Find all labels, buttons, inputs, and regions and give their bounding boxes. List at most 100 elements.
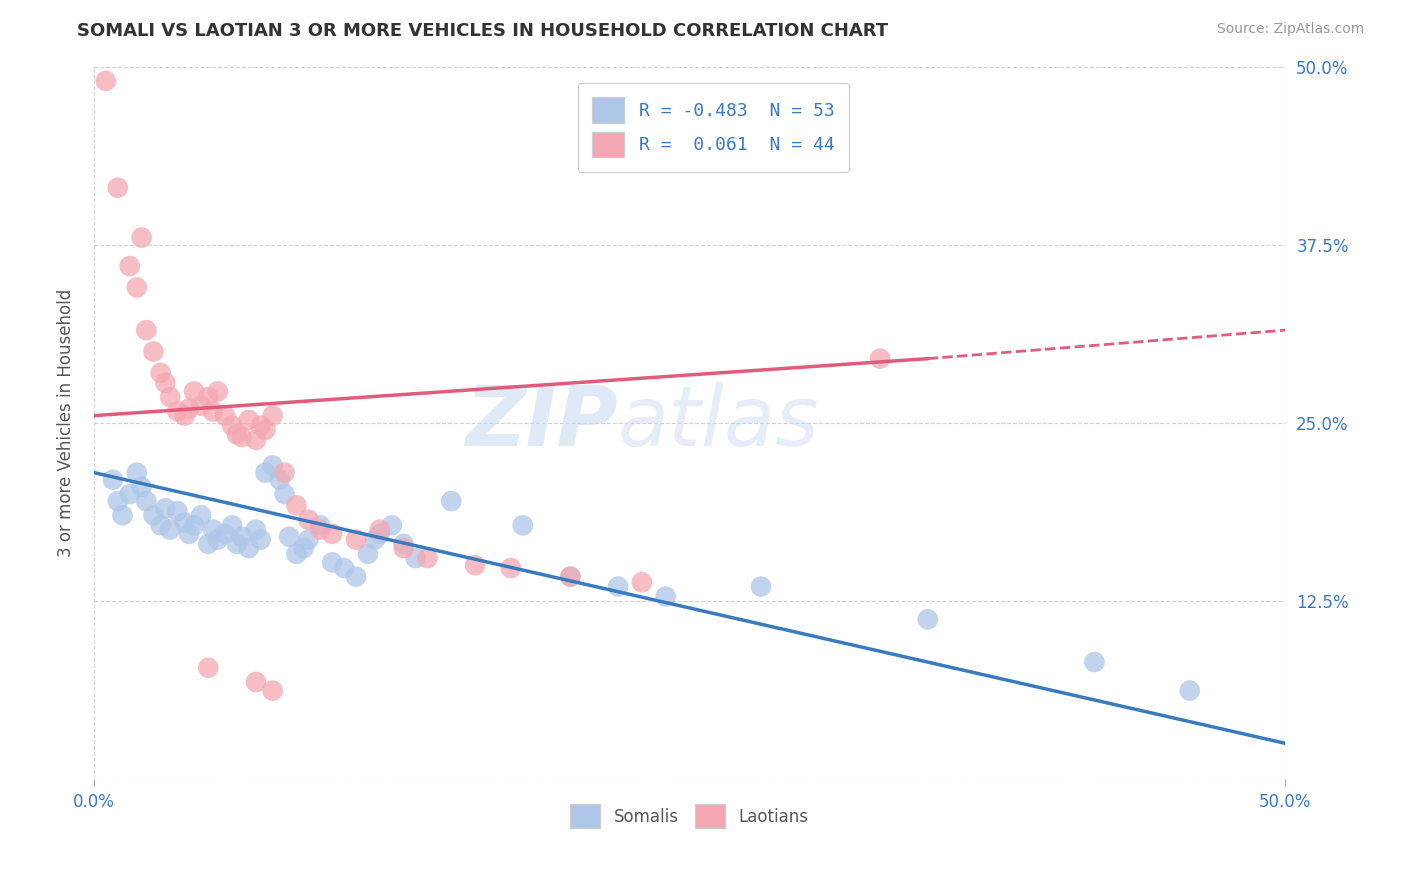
Point [654,590,676,604]
Point [245,433,267,447]
Point [135,323,157,337]
Point [249,418,271,433]
Point [173,516,195,530]
Point [607,580,630,594]
Point [869,351,891,366]
Point [269,473,291,487]
Point [262,409,284,423]
Point [464,558,486,573]
Point [190,399,212,413]
Point [107,494,129,508]
Point [149,366,172,380]
Point [238,541,260,555]
Point [297,533,319,547]
Point [512,518,534,533]
Point [254,466,277,480]
Point [135,494,157,508]
Point [190,508,212,523]
Point [173,409,195,423]
Text: Source: ZipAtlas.com: Source: ZipAtlas.com [1216,22,1364,37]
Point [392,537,415,551]
Point [225,427,247,442]
Point [368,523,391,537]
Point [245,675,267,690]
Point [333,561,356,575]
Point [297,513,319,527]
Point [131,480,153,494]
Point [321,527,343,541]
Point [344,569,367,583]
Point [202,404,225,418]
Point [231,430,253,444]
Point [262,683,284,698]
Point [631,575,654,590]
Point [368,527,391,541]
Point [183,384,205,399]
Point [245,523,267,537]
Point [159,523,181,537]
Point [142,344,165,359]
Point [309,523,332,537]
Point [207,533,229,547]
Point [344,533,367,547]
Point [214,527,236,541]
Legend: Somalis, Laotians: Somalis, Laotians [564,797,815,835]
Point [273,487,295,501]
Point [749,580,772,594]
Point [221,518,243,533]
Point [166,404,188,418]
Point [440,494,463,508]
Point [249,533,271,547]
Point [560,569,582,583]
Point [214,409,236,423]
Point [131,230,153,244]
Point [202,523,225,537]
Point [125,280,148,294]
Point [197,537,219,551]
Point [321,555,343,569]
Point [179,401,201,416]
Text: ZIP: ZIP [465,383,619,463]
Point [225,537,247,551]
Point [254,423,277,437]
Point [238,413,260,427]
Point [111,508,134,523]
Point [273,466,295,480]
Point [499,561,522,575]
Point [221,418,243,433]
Point [285,499,308,513]
Point [364,533,387,547]
Point [917,612,939,626]
Y-axis label: 3 or more Vehicles in Household: 3 or more Vehicles in Household [58,289,75,557]
Point [149,518,172,533]
Point [392,541,415,555]
Point [309,518,332,533]
Point [405,551,427,566]
Point [197,390,219,404]
Point [1178,683,1201,698]
Point [159,390,181,404]
Point [381,518,404,533]
Point [118,259,141,273]
Text: SOMALI VS LAOTIAN 3 OR MORE VEHICLES IN HOUSEHOLD CORRELATION CHART: SOMALI VS LAOTIAN 3 OR MORE VEHICLES IN … [77,22,889,40]
Point [416,551,439,566]
Point [118,487,141,501]
Point [155,501,177,516]
Point [262,458,284,473]
Point [125,466,148,480]
Point [142,508,165,523]
Point [94,74,117,88]
Point [155,376,177,390]
Text: atlas: atlas [619,383,820,463]
Point [560,569,582,583]
Point [278,530,301,544]
Point [197,661,219,675]
Point [179,527,201,541]
Point [207,384,229,399]
Point [183,518,205,533]
Point [357,547,380,561]
Point [231,530,253,544]
Point [166,504,188,518]
Point [107,180,129,194]
Point [292,541,315,555]
